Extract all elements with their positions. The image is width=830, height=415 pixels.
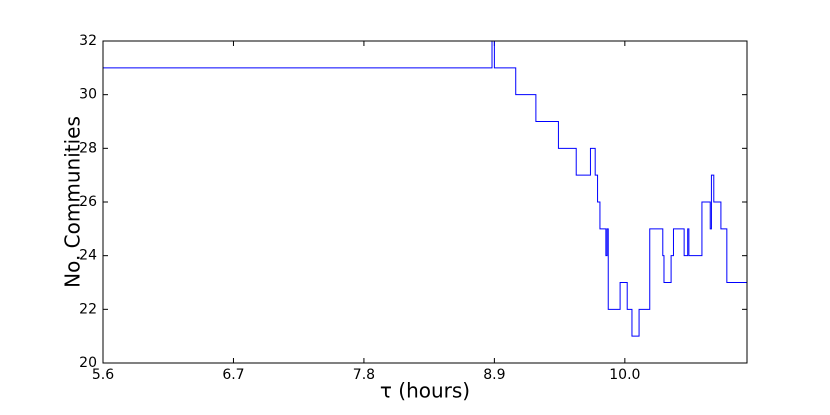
y-tick-label: 32	[79, 33, 97, 49]
x-tick-label: 5.6	[92, 367, 114, 383]
y-tick-label: 24	[79, 248, 97, 264]
x-axis-label: τ (hours)	[380, 379, 470, 403]
y-tick-label: 30	[79, 87, 97, 103]
y-tick-label: 20	[79, 355, 97, 371]
x-tick-label: 10.0	[609, 367, 640, 383]
y-axis-label: No. Communities	[61, 116, 85, 288]
y-tick-label: 26	[79, 194, 97, 210]
data-line	[103, 40, 747, 337]
x-tick-label: 8.9	[483, 367, 505, 383]
y-tick-label: 28	[79, 140, 97, 156]
x-tick-label: 7.8	[353, 367, 375, 383]
plot-frame	[102, 40, 748, 364]
y-tick-label: 22	[79, 301, 97, 317]
x-tick-label: 6.7	[222, 367, 244, 383]
